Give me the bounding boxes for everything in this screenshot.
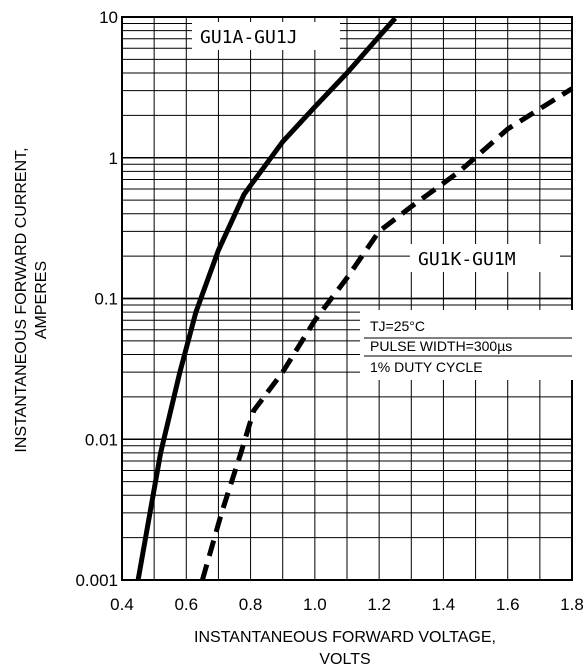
x-tick-label: 1.2 bbox=[367, 595, 391, 614]
y-tick-label: 10 bbox=[99, 8, 118, 27]
conditions-note-bg bbox=[360, 310, 576, 380]
x-tick-label: 0.8 bbox=[239, 595, 263, 614]
x-axis-title-line1: INSTANTANEOUS FORWARD VOLTAGE, bbox=[194, 629, 496, 646]
y-tick-label: 0.01 bbox=[85, 430, 118, 449]
y-axis-title-line1: INSTANTANEOUS FORWARD CURRENT, bbox=[13, 147, 30, 452]
series-group bbox=[135, 16, 574, 581]
note-pulse-width: PULSE WIDTH=300µs bbox=[370, 338, 512, 354]
x-axis-title-line2: VOLTS bbox=[319, 651, 370, 668]
series-label-gu1a-gu1j: GU1A-GU1J bbox=[200, 27, 298, 48]
series-line-gu1a-gu1j bbox=[135, 16, 398, 581]
series-label-bg-2 bbox=[410, 244, 560, 272]
series-label-gu1k-gu1m: GU1K-GU1M bbox=[418, 249, 516, 270]
x-tick-label: 1.0 bbox=[303, 595, 327, 614]
y-tick-label: 0.1 bbox=[94, 290, 118, 309]
note-duty-cycle: 1% DUTY CYCLE bbox=[370, 359, 483, 375]
note-tj: TJ=25°C bbox=[370, 318, 425, 334]
x-tick-label: 0.4 bbox=[110, 595, 134, 614]
series-line-gu1k-gu1m bbox=[199, 86, 574, 581]
x-tick-label: 1.6 bbox=[496, 595, 520, 614]
plot-frame bbox=[121, 16, 573, 581]
y-tick-label: 0.001 bbox=[75, 571, 118, 590]
x-tick-label: 0.6 bbox=[174, 595, 198, 614]
x-tick-label: 1.4 bbox=[432, 595, 456, 614]
tick-labels: 0.4 0.6 0.8 1.0 1.2 1.4 1.6 1.8 0.001 0.01 0.1 1 10 bbox=[75, 8, 583, 614]
y-axis-title-line2: AMPERES bbox=[33, 261, 50, 339]
grid bbox=[121, 16, 573, 581]
x-tick-label: 1.8 bbox=[560, 595, 584, 614]
series-label-bg-1 bbox=[192, 22, 340, 50]
y-tick-label: 1 bbox=[109, 149, 118, 168]
